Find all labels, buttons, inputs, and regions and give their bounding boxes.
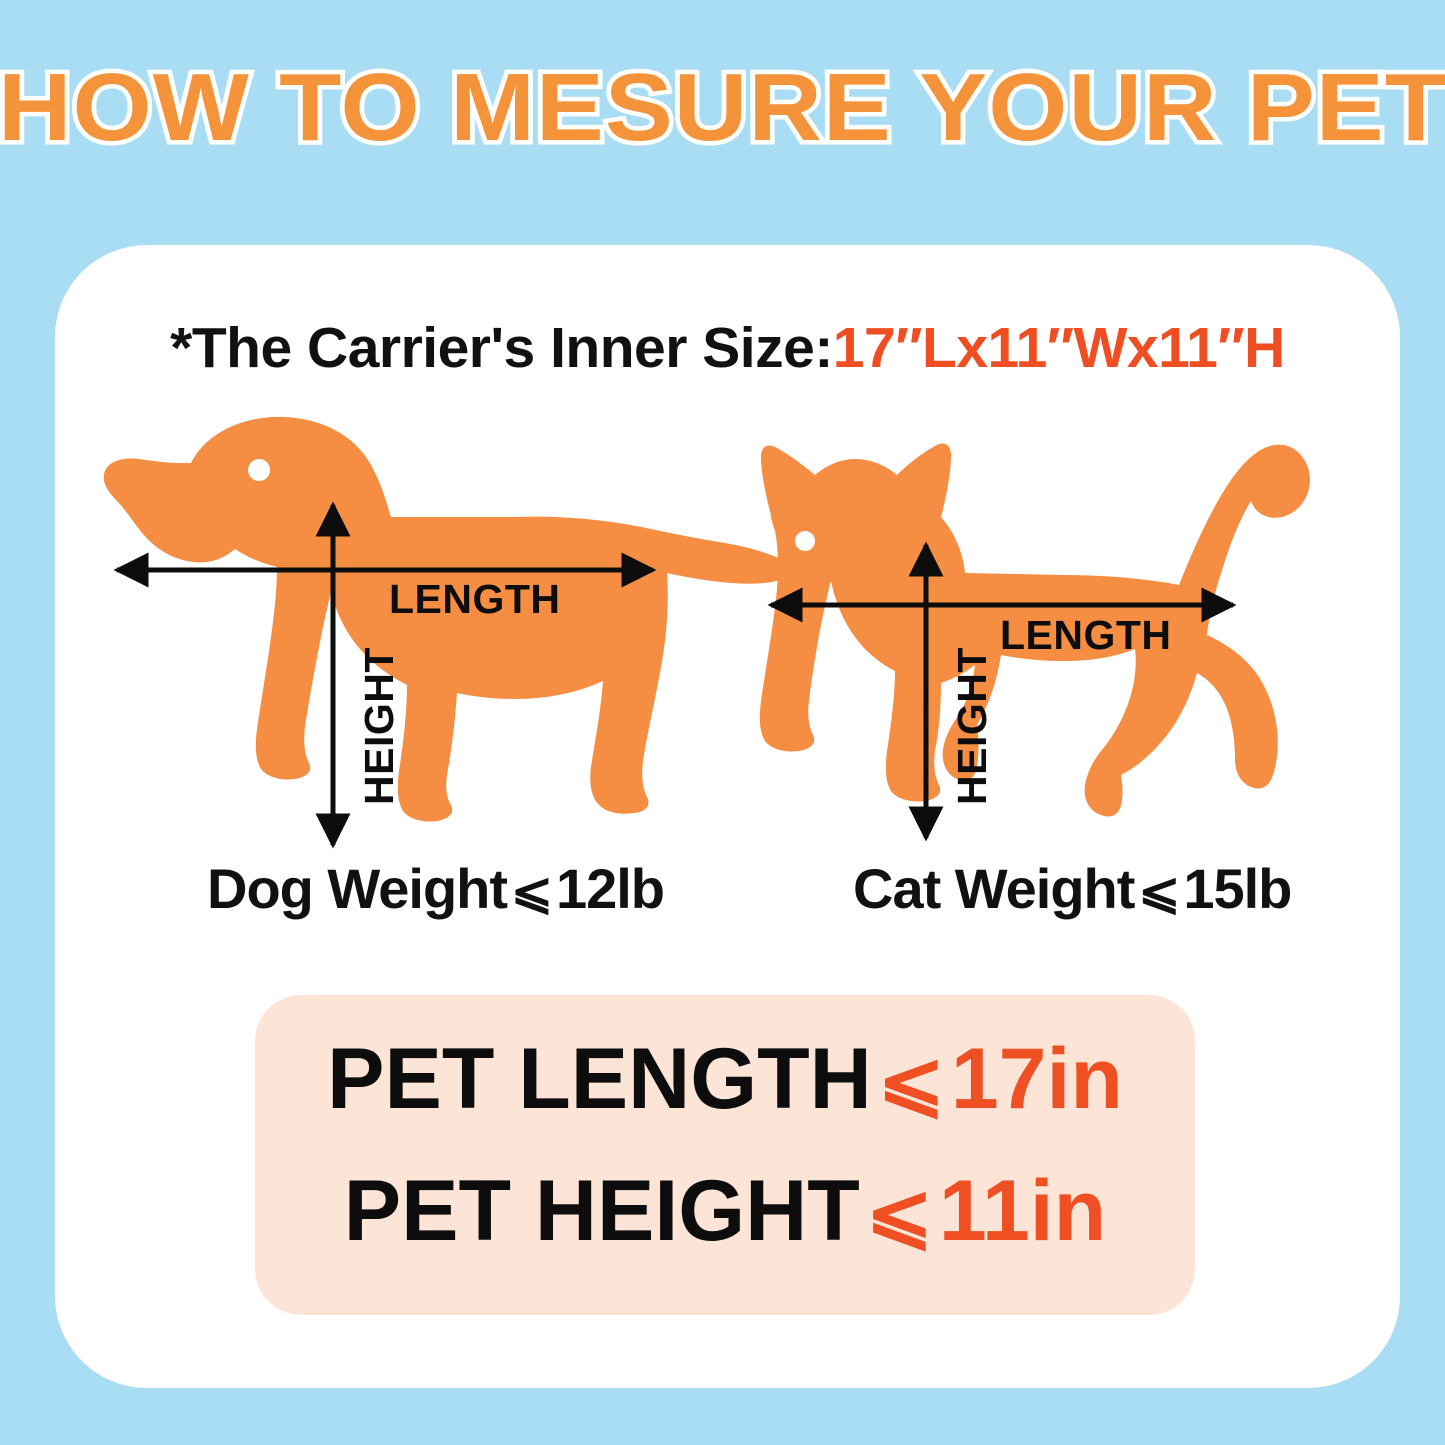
pet-illustration-stage: LENGTH HEIGHT LENGTH HEIGHT Dog Weight⩽1…: [55, 245, 1400, 1388]
measurement-arrows-overlay: [113, 501, 1237, 849]
cat-length-label: LENGTH: [1000, 612, 1172, 658]
carrier-inner-size-note: *The Carrier's Inner Size:17″Lx11″Wx11″H: [55, 317, 1400, 379]
pet-height-summary-row: PET HEIGHT⩽11in: [255, 1165, 1195, 1259]
pet-length-summary-label: PET LENGTH: [327, 1031, 872, 1127]
page-title-text: HOW TO MESURE YOUR PET: [0, 51, 1445, 164]
carrier-inner-size-value: 17″Lx11″Wx11″H: [832, 316, 1286, 380]
dog-weight-caption-prefix: Dog Weight: [207, 857, 508, 920]
dog-length-label: LENGTH: [389, 576, 561, 622]
cat-weight-caption: Cat Weight⩽15lb: [853, 857, 1292, 923]
cat-silhouette-icon: [759, 443, 1310, 817]
cat-weight-value: 15lb: [1183, 857, 1292, 920]
dog-weight-value: 12lb: [555, 857, 665, 920]
pet-length-summary-row: PET LENGTH⩽17in: [255, 1033, 1195, 1127]
carrier-inner-size-prefix: *The Carrier's Inner Size:: [170, 316, 833, 380]
info-card: *The Carrier's Inner Size:17″Lx11″Wx11″H: [55, 245, 1400, 1388]
page-title: HOW TO MESURE YOUR PET: [0, 51, 1445, 164]
pet-height-summary-value: 11in: [938, 1163, 1107, 1259]
dog-height-label: HEIGHT: [356, 647, 402, 805]
cat-weight-operator: ⩽: [1138, 863, 1180, 919]
pet-length-summary-operator: ⩽: [877, 1036, 945, 1125]
dog-weight-caption: Dog Weight⩽12lb: [207, 857, 665, 923]
dog-weight-operator: ⩽: [511, 863, 553, 919]
cat-weight-caption-prefix: Cat Weight: [853, 857, 1135, 920]
cat-height-label: HEIGHT: [949, 647, 995, 805]
pet-height-summary-label: PET HEIGHT: [343, 1163, 860, 1259]
pet-length-summary-value: 17in: [950, 1031, 1123, 1127]
dog-silhouette-icon: [103, 416, 792, 822]
pet-size-summary-panel: PET LENGTH⩽17in PET HEIGHT⩽11in: [255, 995, 1195, 1315]
pet-height-summary-operator: ⩽: [865, 1168, 933, 1257]
